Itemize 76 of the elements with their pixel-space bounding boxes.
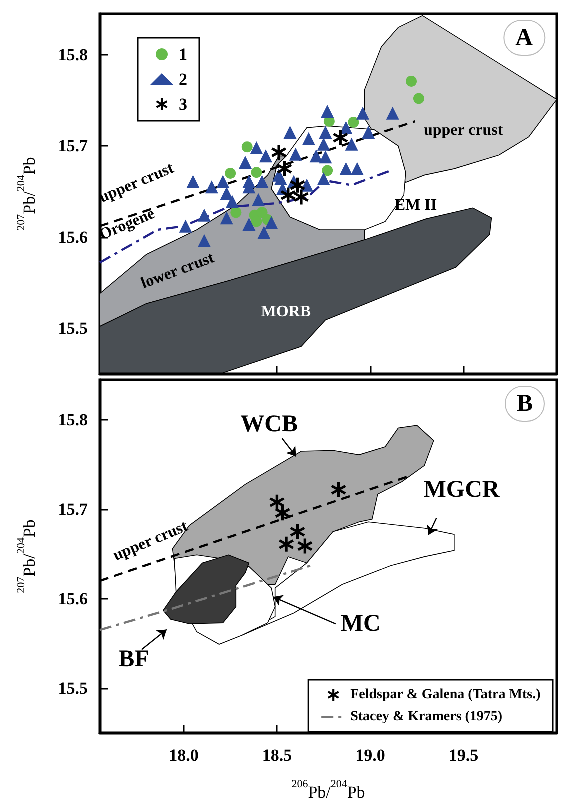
point bbox=[238, 156, 252, 170]
legend-label: 3 bbox=[179, 95, 188, 114]
legend-label: 2 bbox=[179, 70, 188, 89]
point bbox=[251, 216, 262, 228]
point bbox=[220, 212, 234, 225]
point bbox=[284, 126, 297, 139]
point bbox=[317, 138, 330, 151]
point bbox=[302, 132, 316, 146]
annotation: lower crust bbox=[138, 249, 218, 292]
point bbox=[386, 106, 400, 120]
legend-label: Feldspar & Galena (Tatra Mts.) bbox=[350, 688, 542, 702]
point bbox=[198, 234, 211, 248]
legend-label: 1 bbox=[179, 45, 188, 64]
point bbox=[272, 168, 286, 182]
point bbox=[321, 105, 334, 118]
annotation: upper crust bbox=[424, 122, 504, 140]
point bbox=[226, 195, 239, 208]
point bbox=[230, 207, 242, 218]
y-axis-title: 207Pb/204Pb bbox=[16, 157, 39, 231]
point bbox=[356, 106, 370, 120]
point bbox=[265, 216, 278, 230]
y-tick-label: 15.7 bbox=[58, 136, 88, 156]
point bbox=[256, 207, 268, 218]
point bbox=[225, 168, 236, 179]
point bbox=[205, 180, 218, 194]
annotation: Orogene bbox=[97, 205, 158, 244]
x-tick-label: 19.5 bbox=[448, 746, 479, 765]
y-tick-label: 15.5 bbox=[58, 678, 88, 698]
point bbox=[289, 148, 302, 161]
annotation: MGCR bbox=[424, 477, 500, 504]
point bbox=[256, 175, 269, 188]
point bbox=[252, 193, 266, 206]
point bbox=[345, 138, 358, 151]
point bbox=[179, 220, 192, 233]
y-tick-label: 15.6 bbox=[58, 228, 88, 247]
annotation: MC bbox=[340, 611, 381, 638]
y-tick-label: 15.7 bbox=[58, 500, 88, 520]
text: A bbox=[516, 25, 534, 51]
point bbox=[220, 187, 234, 200]
text: B bbox=[516, 391, 534, 417]
point bbox=[348, 116, 360, 128]
point bbox=[260, 150, 273, 163]
point bbox=[216, 175, 230, 188]
annotation: MORB bbox=[261, 304, 312, 321]
point bbox=[242, 142, 253, 153]
point bbox=[322, 165, 334, 176]
point bbox=[406, 76, 418, 87]
annotation: EM II bbox=[394, 197, 438, 214]
point bbox=[258, 226, 271, 240]
point bbox=[250, 141, 264, 154]
legend-label: Stacey & Kramers (1975) bbox=[350, 710, 503, 724]
annotation: BF bbox=[118, 646, 150, 673]
x-tick-label: 19.0 bbox=[356, 746, 386, 765]
point bbox=[198, 208, 211, 222]
point bbox=[362, 126, 376, 139]
point bbox=[242, 218, 256, 232]
point bbox=[317, 172, 330, 186]
point bbox=[251, 167, 262, 178]
point bbox=[319, 126, 332, 139]
point bbox=[340, 121, 353, 134]
point bbox=[413, 93, 424, 104]
point bbox=[186, 175, 200, 188]
y-tick-label: 15.5 bbox=[58, 318, 88, 338]
x-tick-label: 18.5 bbox=[262, 746, 292, 765]
point bbox=[350, 162, 364, 176]
y-tick-label: 15.8 bbox=[58, 46, 88, 65]
annotation: upper crust bbox=[110, 518, 192, 565]
point bbox=[310, 150, 323, 163]
annotation: WCB bbox=[240, 412, 298, 438]
y-tick-label: 15.6 bbox=[58, 589, 88, 608]
y-axis-title: 207Pb/204Pb bbox=[16, 520, 39, 594]
annotation: upper crust bbox=[96, 160, 178, 206]
point bbox=[340, 162, 353, 176]
point bbox=[319, 150, 332, 164]
y-tick-label: 15.8 bbox=[58, 410, 88, 430]
x-tick-label: 18.0 bbox=[169, 746, 199, 765]
